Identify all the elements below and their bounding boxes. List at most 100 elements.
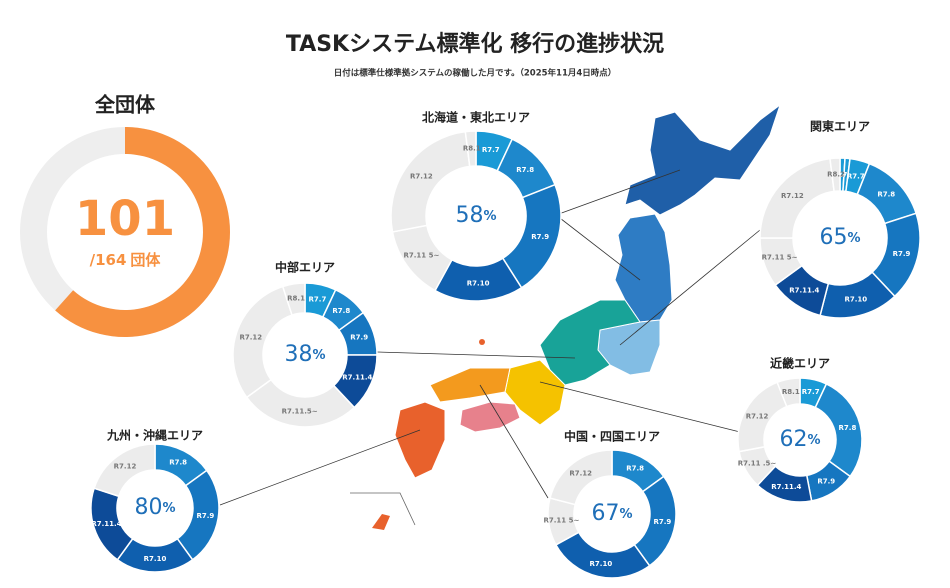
segment-label: R7.12 [781,192,804,200]
map-okinawa [372,514,390,530]
segment-label: R7.9 [893,250,911,258]
segment-label: R8.1 [782,388,800,396]
segment-label: R7.12 [114,463,137,471]
leader-line [555,214,641,281]
segment-label: R7.8 [516,166,534,174]
page-title: TASKシステム標準化 移行の進捗状況 [286,31,664,57]
donut-title: 中国・四国エリア [564,429,660,444]
ring-progress [55,127,230,337]
donut-title: 近畿エリア [770,356,830,371]
segment-label: R8.2 [827,171,845,179]
segment-label: R7.1 [837,171,855,179]
map-inset-border [350,492,416,526]
leader-line [376,351,576,359]
segment-label: R7.9 [817,477,835,485]
center-label: 58% [455,203,496,228]
segment-label: R7.12 [746,412,769,420]
total-prefix: / [90,251,96,269]
map-chugoku [429,367,511,403]
segment-label: R7.12 [239,333,262,341]
japan-map [350,103,781,530]
leader-line [219,429,421,506]
segment-label: R7.7 [482,146,500,154]
donut-title: 関東エリア [810,119,870,134]
leader-line [539,381,741,433]
center-value: 65 [819,225,847,250]
center-unit: % [807,433,820,448]
segment-label: R7.8 [839,424,857,432]
donut-segment [554,531,651,579]
segment-label: R7.7 [802,388,820,396]
center-label: 80% [134,495,175,520]
center-value: 67 [591,501,619,526]
segment-label: R7.7 [847,172,865,180]
segment-label: R7.10 [144,555,167,563]
donut-segment [829,157,841,193]
map-hokkaido [624,103,781,216]
center-label: 65% [819,225,860,250]
segment-label: R7.8 [877,191,895,199]
leader-line [555,169,681,216]
segment-label: R7.8 [626,465,644,473]
total-label: /164 団体 [90,251,162,269]
segment-label: R8.1 [463,145,481,153]
segment-label: R7.11.4 [342,374,372,382]
leader-line [479,384,549,499]
segment-label: R8.1 [287,295,305,303]
segment-label: R7.10 [844,296,867,304]
donut-segment [776,377,801,408]
map-island [479,339,485,345]
map-kyushu [394,401,446,479]
center-value: 80 [134,495,162,520]
donut-title: 中部エリア [275,260,335,275]
value-label: 101 [75,191,175,247]
segment-label: R7.12 [569,470,592,478]
segment-label: R7.9 [653,518,671,526]
center-value: 58 [455,203,483,228]
segment-label: R7.10 [467,279,490,287]
donut-title: 九州・沖縄エリア [106,428,203,443]
segment-label: R7.11.5~ [282,408,318,416]
donut-segment [464,130,477,168]
segment-label: R7.7 [309,295,327,303]
donut-segment [232,285,293,399]
center-unit: % [847,231,860,246]
donut-segment [549,449,613,506]
total-title: 全団体 [94,93,156,117]
segment-label: R7.9 [196,512,214,520]
segment-label: R7.11.4 [771,483,801,491]
center-unit: % [619,507,632,522]
total-unit: 団体 [130,251,161,269]
donut-segment [390,130,471,233]
map-kinki [504,359,566,426]
segment-label: R7.10 [590,560,613,568]
center-value: 38 [284,342,312,367]
segment-label: R7.11 5~ [762,254,798,262]
segment-label: R7.11.4 [91,520,121,528]
segment-label: R7.9 [531,233,549,241]
center-unit: % [483,209,496,224]
segment-label: R7.8 [332,307,350,315]
segment-label: R6.12 [831,171,854,179]
segment-label: R7.11 .5~ [738,460,777,468]
center-label: 38% [284,342,325,367]
segment-label: R7.8 [169,459,187,467]
center-label: 67% [591,501,632,526]
total-number: 164 [95,251,126,269]
map-chubu [539,299,641,386]
leader-lines [219,169,761,506]
segment-label: R7.12 [410,172,433,180]
map-shikoku [459,401,521,433]
center-unit: % [162,501,175,516]
donut-title: 北海道・東北エリア [422,110,530,125]
segment-label: R7.9 [350,333,368,341]
leader-line [619,229,761,346]
center-unit: % [312,348,325,363]
segment-label: R7.11 5~ [543,516,579,524]
segment-label: R7.11.4 [789,287,819,295]
segment-label: R7.11 5~ [403,252,439,260]
center-label: 62% [779,427,820,452]
page-subtitle: 日付は標準仕様準拠システムの稼働した月です。（2025年11月4日時点） [334,68,617,79]
donut-segment [93,443,156,498]
